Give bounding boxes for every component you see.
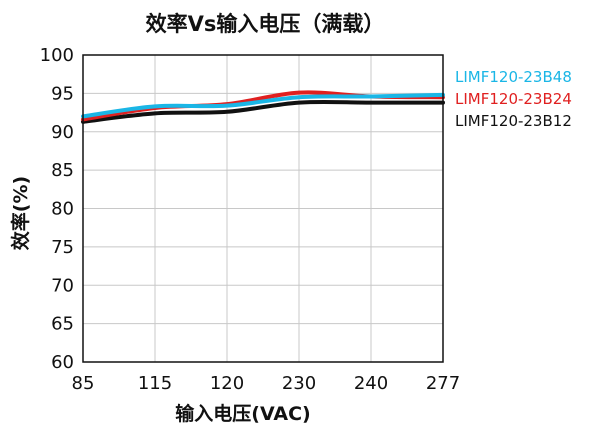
y-tick-label: 60 bbox=[51, 352, 74, 373]
y-tick-label: 100 bbox=[40, 45, 74, 66]
y-tick-labels: 60 65 70 75 80 85 90 95 100 bbox=[40, 45, 74, 373]
series-line-limf120-23b12 bbox=[81, 99, 445, 124]
y-tick-label: 80 bbox=[51, 199, 74, 220]
x-tick-label: 115 bbox=[138, 373, 172, 394]
x-tick-labels: 85 115 120 230 240 277 bbox=[72, 373, 461, 394]
legend: LIMF120-23B48 LIMF120-23B24 LIMF120-23B12 bbox=[455, 68, 572, 130]
series-layer bbox=[81, 90, 445, 124]
y-tick-label: 85 bbox=[51, 160, 74, 181]
chart-title: 效率Vs输入电压（满载） bbox=[146, 12, 385, 36]
series-line-limf120-23b48 bbox=[81, 92, 445, 119]
x-tick-label: 230 bbox=[282, 373, 316, 394]
x-tick-label: 120 bbox=[210, 373, 244, 394]
x-tick-label: 240 bbox=[354, 373, 388, 394]
x-tick-label: 85 bbox=[72, 373, 95, 394]
legend-entry: LIMF120-23B24 bbox=[455, 90, 572, 108]
y-tick-label: 65 bbox=[51, 314, 74, 335]
y-tick-label: 95 bbox=[51, 83, 74, 104]
y-tick-label: 75 bbox=[51, 237, 74, 258]
y-tick-label: 90 bbox=[51, 122, 74, 143]
legend-entry: LIMF120-23B12 bbox=[455, 112, 572, 130]
x-tick-label: 277 bbox=[426, 373, 460, 394]
plot-frame bbox=[82, 54, 444, 363]
x-axis-label: 输入电压(VAC) bbox=[175, 402, 310, 425]
legend-entry: LIMF120-23B48 bbox=[455, 68, 572, 86]
y-axis-label: 效率(%) bbox=[9, 176, 32, 250]
y-tick-label: 70 bbox=[51, 275, 74, 296]
